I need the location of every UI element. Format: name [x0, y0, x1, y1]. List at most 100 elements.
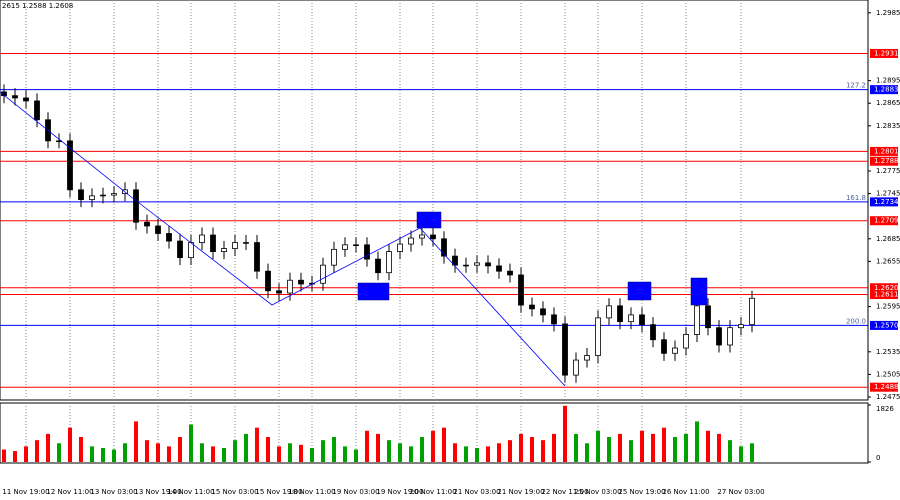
level-tag: [870, 197, 898, 207]
candle-body: [67, 140, 73, 191]
candle-body: [397, 243, 403, 253]
volume-bar: [706, 430, 710, 462]
y-tick-label: 1.2685: [876, 235, 900, 243]
volume-bar: [13, 451, 17, 462]
fib-label: 161.8: [846, 194, 866, 202]
volume-bar: [420, 437, 424, 462]
candle-body: [331, 248, 337, 266]
volume-bar: [508, 440, 512, 462]
header-text: 2615 1.2588 1.2608: [2, 2, 73, 10]
x-tick-label: 26 Nov 11:00: [662, 488, 709, 496]
level-tag: [870, 48, 898, 58]
volume-bar: [607, 437, 611, 462]
volume-bar: [332, 437, 336, 462]
x-tick-label: 20 Nov 11:00: [409, 488, 456, 496]
candle-body: [628, 314, 634, 323]
level-label: 1.2620: [874, 284, 899, 292]
volume-bar: [134, 421, 138, 462]
volume-bar: [90, 446, 94, 462]
level-tag: [870, 283, 898, 293]
level-label: 1.2788: [874, 157, 899, 165]
level-tag: [870, 146, 898, 156]
candle-body: [386, 251, 392, 274]
candle-body: [298, 279, 304, 285]
candle-body: [177, 240, 183, 259]
volume-bar: [244, 433, 248, 462]
volume-bar: [299, 444, 303, 462]
y-tick-label: 0: [876, 454, 880, 462]
x-tick-label: 12 Nov 11:00: [46, 488, 93, 496]
y-tick-label: 1.2865: [876, 99, 900, 107]
price-panel: [0, 0, 869, 401]
x-tick-label: 14 Nov 11:00: [167, 488, 214, 496]
candle-body: [144, 221, 150, 227]
x-tick-label: 11 Nov 19:00: [2, 488, 49, 496]
level-label: 1.2488: [874, 383, 899, 391]
level-label: 1.2570: [874, 321, 899, 329]
volume-bar: [640, 430, 644, 462]
volume-bar: [618, 433, 622, 462]
y-tick-label: 1826: [876, 405, 894, 413]
volume-bar: [750, 443, 754, 462]
candle-body: [716, 327, 722, 346]
volume-bar: [409, 446, 413, 462]
volume-bar: [475, 447, 479, 462]
zone: [416, 211, 442, 229]
volume-bar: [145, 440, 149, 462]
zone: [627, 281, 652, 301]
y-tick-label: 1.2775: [876, 167, 900, 175]
candle-body: [100, 194, 106, 197]
candle-body: [496, 265, 502, 272]
y-tick-label: 1.2745: [876, 190, 900, 198]
volume-bar: [255, 427, 259, 462]
candle-body: [265, 270, 271, 292]
volume-bar: [101, 447, 105, 462]
x-tick-label: 21 Nov 03:00: [453, 488, 500, 496]
zone: [690, 277, 708, 306]
candle-body: [12, 95, 18, 99]
candle-body: [232, 242, 238, 249]
candle-body: [287, 279, 293, 294]
fib-label: 200.0: [846, 317, 866, 325]
level-tag: [870, 320, 898, 330]
level-tag: [870, 290, 898, 300]
volume-bar: [277, 446, 281, 462]
volume-bar: [541, 440, 545, 462]
level-label: 1.2734: [874, 198, 899, 206]
candle-body: [485, 262, 491, 267]
candle-body: [342, 244, 348, 250]
candle-body: [89, 195, 95, 201]
level-label: 1.2611: [874, 291, 899, 299]
candle-body: [452, 255, 458, 266]
volume-bar: [684, 433, 688, 462]
x-tick-label: 13 Nov 19:00: [134, 488, 181, 496]
volume-bar: [563, 405, 567, 462]
volume-bar: [310, 447, 314, 462]
x-tick-label: 25 Nov 03:00: [574, 488, 621, 496]
volume-bar: [123, 443, 127, 462]
volume-bar: [200, 443, 204, 462]
volume-bar: [431, 430, 435, 462]
x-tick-label: 19 Nov 19:00: [376, 488, 423, 496]
volume-bar: [486, 446, 490, 462]
candle-body: [430, 234, 436, 240]
x-tick-label: 18 Nov 11:00: [288, 488, 335, 496]
volume-bar: [35, 440, 39, 462]
y-tick-label: 1.2985: [876, 9, 900, 17]
candle-body: [221, 248, 227, 253]
candle-body: [518, 274, 524, 306]
candle-body: [562, 323, 568, 376]
candle-body: [584, 355, 590, 361]
volume-bar: [354, 449, 358, 462]
candle-body: [683, 334, 689, 349]
volume-bar: [464, 446, 468, 462]
volume-bar: [24, 446, 28, 462]
level-label: 1.2709: [874, 217, 899, 225]
candle-body: [573, 359, 579, 376]
candle-body: [529, 304, 535, 310]
candle-body: [441, 238, 447, 257]
volume-bar: [596, 430, 600, 462]
y-tick-label: 1.2835: [876, 122, 900, 130]
level-label: 1.2883: [874, 86, 899, 94]
x-tick-label: 22 Nov 11:00: [541, 488, 588, 496]
